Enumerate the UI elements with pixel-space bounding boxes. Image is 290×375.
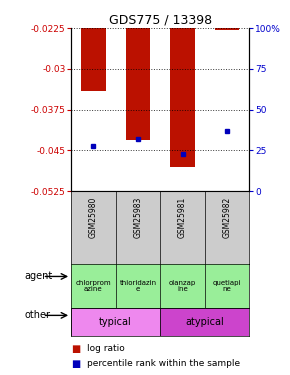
Text: GSM25982: GSM25982 — [223, 197, 232, 238]
Text: GSM25980: GSM25980 — [89, 197, 98, 238]
Text: agent: agent — [25, 272, 53, 282]
Text: GSM25981: GSM25981 — [178, 197, 187, 238]
Text: atypical: atypical — [185, 316, 224, 327]
Title: GDS775 / 13398: GDS775 / 13398 — [109, 14, 212, 27]
Text: thioridazin
e: thioridazin e — [119, 280, 157, 292]
Text: other: other — [25, 310, 51, 320]
Bar — [215, 28, 239, 30]
Text: typical: typical — [99, 316, 132, 327]
Text: percentile rank within the sample: percentile rank within the sample — [87, 359, 240, 368]
Bar — [170, 28, 195, 167]
Bar — [71, 308, 160, 336]
Text: quetiapi
ne: quetiapi ne — [213, 280, 241, 292]
Text: chlorprom
azine: chlorprom azine — [75, 280, 111, 292]
Text: log ratio: log ratio — [87, 344, 125, 353]
Text: GSM25983: GSM25983 — [133, 197, 142, 238]
Bar — [81, 28, 106, 91]
Text: ■: ■ — [71, 359, 80, 369]
Text: ■: ■ — [71, 344, 80, 354]
Bar — [126, 28, 150, 140]
Bar — [160, 308, 249, 336]
Text: olanzap
ine: olanzap ine — [169, 280, 196, 292]
